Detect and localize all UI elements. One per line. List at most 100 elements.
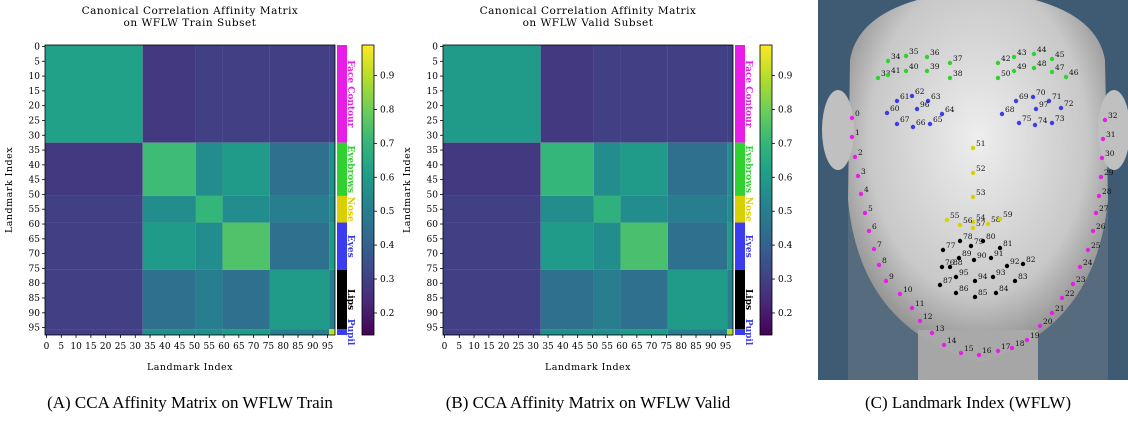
landmark-point [958, 350, 964, 356]
landmark-label: 69 [1019, 92, 1029, 101]
heatmap-cell [329, 142, 335, 196]
x-tick-label: 5 [456, 342, 462, 352]
landmark-label: 72 [1064, 99, 1074, 108]
landmark-label: 37 [953, 54, 963, 63]
group-label: Nose [345, 197, 355, 222]
landmark-point [1030, 94, 1036, 100]
landmark-point [862, 210, 868, 216]
y-tick-label: 30 [29, 131, 41, 141]
landmark-label: 32 [1108, 111, 1118, 120]
heatmap-cell [667, 269, 728, 330]
landmark-point [925, 98, 931, 104]
landmark-label: 38 [953, 69, 963, 78]
landmark-label: 20 [1043, 317, 1053, 326]
landmark-point [944, 217, 950, 223]
group-bar [337, 329, 347, 335]
landmark-point [894, 98, 900, 104]
heatmap-cell [222, 329, 270, 335]
heatmap-cell [195, 329, 223, 335]
x-tick-label: 90 [307, 342, 319, 352]
caption: (C) Landmark Index (WFLW) [865, 393, 1071, 412]
landmark-point [999, 111, 1005, 117]
landmark-label: 80 [986, 232, 996, 241]
landmark-label: 22 [1065, 289, 1075, 298]
group-bar [337, 195, 347, 223]
landmark-point [1009, 345, 1015, 351]
heatmap-cell [620, 142, 668, 196]
heatmap-cell [45, 222, 143, 270]
landmark-point [972, 278, 978, 284]
y-tick-label: 35 [29, 146, 41, 156]
heatmap-cell [195, 142, 223, 196]
landmark-point [997, 245, 1003, 251]
landmark-point [956, 255, 962, 261]
colorbar-tick-label: 0.9 [778, 72, 793, 82]
y-tick-label: 60 [29, 220, 41, 230]
landmark-point [957, 222, 963, 228]
heatmap-cell [45, 269, 143, 330]
landmark-point [876, 262, 882, 268]
group-label: Eyes [345, 235, 355, 258]
colorbar-tick-label: 0.3 [778, 275, 793, 285]
landmark-label: 79 [974, 237, 984, 246]
y-tick-label: 0 [34, 42, 40, 52]
x-tick-label: 20 [100, 342, 112, 352]
heatmap-cell [540, 329, 594, 335]
landmark-label: 27 [1099, 204, 1109, 213]
x-tick-label: 75 [661, 342, 673, 352]
landmark-label: 1 [855, 128, 860, 137]
landmark-label: 39 [930, 62, 940, 71]
x-tick-label: 65 [631, 342, 643, 352]
landmark-point [970, 219, 976, 225]
heatmap-cell [667, 222, 728, 270]
landmark-point [885, 58, 891, 64]
landmark-point [1090, 228, 1096, 234]
heatmap-cell [540, 142, 594, 196]
landmark-point [910, 124, 916, 130]
x-tick-label: 10 [468, 342, 480, 352]
landmark-label: 35 [909, 47, 919, 56]
group-label: Pupil [743, 319, 753, 346]
landmark-label: 94 [978, 272, 988, 281]
group-label: Lips [743, 289, 753, 310]
landmark-point [1099, 155, 1105, 161]
landmark-point [980, 238, 986, 244]
landmark-point [1011, 54, 1017, 60]
group-label: Eyes [743, 235, 753, 258]
x-tick-label: 45 [572, 342, 584, 352]
landmark-point [972, 294, 978, 300]
x-tick-label: 45 [174, 342, 186, 352]
x-tick-label: 15 [483, 342, 495, 352]
heatmap-cell [593, 142, 621, 196]
heatmap-cell [269, 195, 330, 223]
landmark-point [914, 106, 920, 112]
landmark-point [940, 247, 946, 253]
colorbar-tick-label: 0.5 [778, 207, 793, 217]
y-tick-label: 35 [427, 146, 439, 156]
heatmap-cell [195, 195, 223, 223]
landmark-label: 84 [999, 284, 1009, 293]
y-tick-label: 40 [29, 161, 41, 171]
group-label: Face Contour [743, 60, 753, 127]
group-label: Lips [345, 289, 355, 310]
group-label: Face Contour [345, 60, 355, 127]
heatmap-cell [142, 222, 196, 270]
y-tick-label: 25 [427, 116, 439, 126]
landmark-label: 60 [890, 104, 900, 113]
landmark-label: 47 [1055, 63, 1065, 72]
landmark-label: 14 [947, 336, 957, 345]
landmark-point [947, 264, 953, 270]
landmark-point [953, 274, 959, 280]
y-tick-label: 45 [427, 176, 439, 186]
y-axis-label: Landmark Index [4, 147, 15, 233]
caption: (A) CCA Affinity Matrix on WFLW Train [47, 393, 333, 412]
landmark-point [1102, 117, 1108, 123]
landmark-point [1032, 122, 1038, 128]
group-bar [735, 222, 745, 270]
colorbar-tick-label: 0.6 [778, 173, 793, 183]
heatmap-cell [269, 45, 330, 143]
landmark-point [1077, 264, 1083, 270]
heatmap-cell [540, 45, 594, 143]
y-tick-label: 90 [427, 309, 439, 319]
